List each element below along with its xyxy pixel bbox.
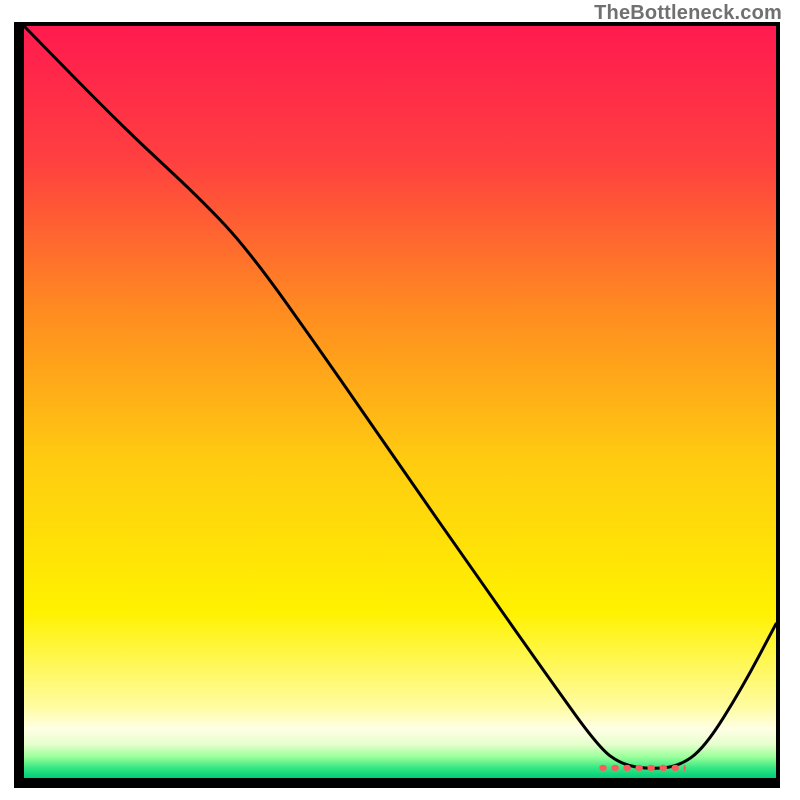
plot-border	[14, 778, 780, 788]
bottleneck-chart	[0, 0, 800, 800]
plot-border	[776, 22, 780, 788]
attribution-label: TheBottleneck.com	[594, 2, 782, 25]
plot-border	[14, 22, 24, 788]
chart-container: TheBottleneck.com	[0, 0, 800, 800]
